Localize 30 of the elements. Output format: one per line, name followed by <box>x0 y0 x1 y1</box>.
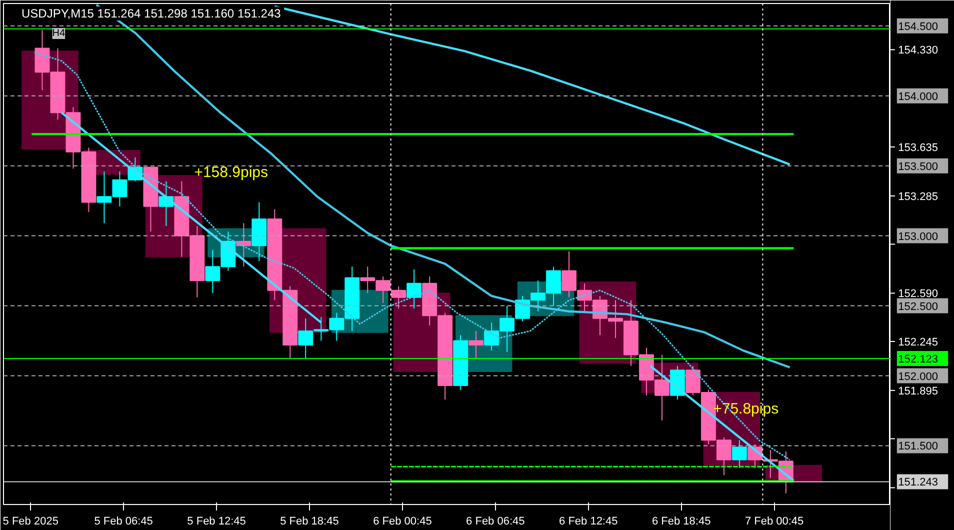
ref-line-label: 152.500 <box>898 300 938 313</box>
ref-line-label: 153.500 <box>898 160 938 173</box>
candlestick <box>468 330 484 360</box>
annotation: +158.9pips <box>194 164 268 182</box>
x-tick-label: 6 Feb 00:45 <box>373 516 432 528</box>
ref-line-label: 154.000 <box>898 90 938 103</box>
x-tick-label: 6 Feb 12:45 <box>559 516 618 528</box>
chart-title: USDJPY,M15 151.264 151.298 151.160 151.243 <box>22 6 282 20</box>
x-tick-label: 7 Feb 00:45 <box>744 516 804 528</box>
x-tick-label: 5 Feb 12:45 <box>187 516 246 528</box>
ref-line-label: 153.000 <box>898 230 938 243</box>
ref-line-label: 151.243 <box>898 476 938 489</box>
ref-line-label: 154.500 <box>898 20 938 33</box>
annotation: H4 <box>52 28 66 39</box>
y-tick-label: 152.590 <box>898 288 938 300</box>
y-tick-label: 153.635 <box>898 142 938 154</box>
y-tick-label: 153.285 <box>898 190 938 203</box>
ref-line-label: 152.123 <box>898 354 938 366</box>
candlestick <box>406 268 422 310</box>
x-tick-label: 6 Feb 06:45 <box>466 516 525 528</box>
x-tick-label: 5 Feb 06:45 <box>94 516 153 528</box>
x-tick-label: 5 Feb 18:45 <box>280 516 339 528</box>
y-tick-label: 154.330 <box>898 44 938 57</box>
x-tick-label: 6 Feb 18:45 <box>652 516 711 528</box>
ref-line-label: 152.000 <box>898 370 938 383</box>
ref-line-label: 151.500 <box>898 440 938 453</box>
candlestick <box>732 440 747 469</box>
y-tick-label: 152.245 <box>898 336 938 348</box>
x-tick-label: 5 Feb 2025 <box>2 516 58 528</box>
y-tick-label: 151.895 <box>898 385 938 398</box>
